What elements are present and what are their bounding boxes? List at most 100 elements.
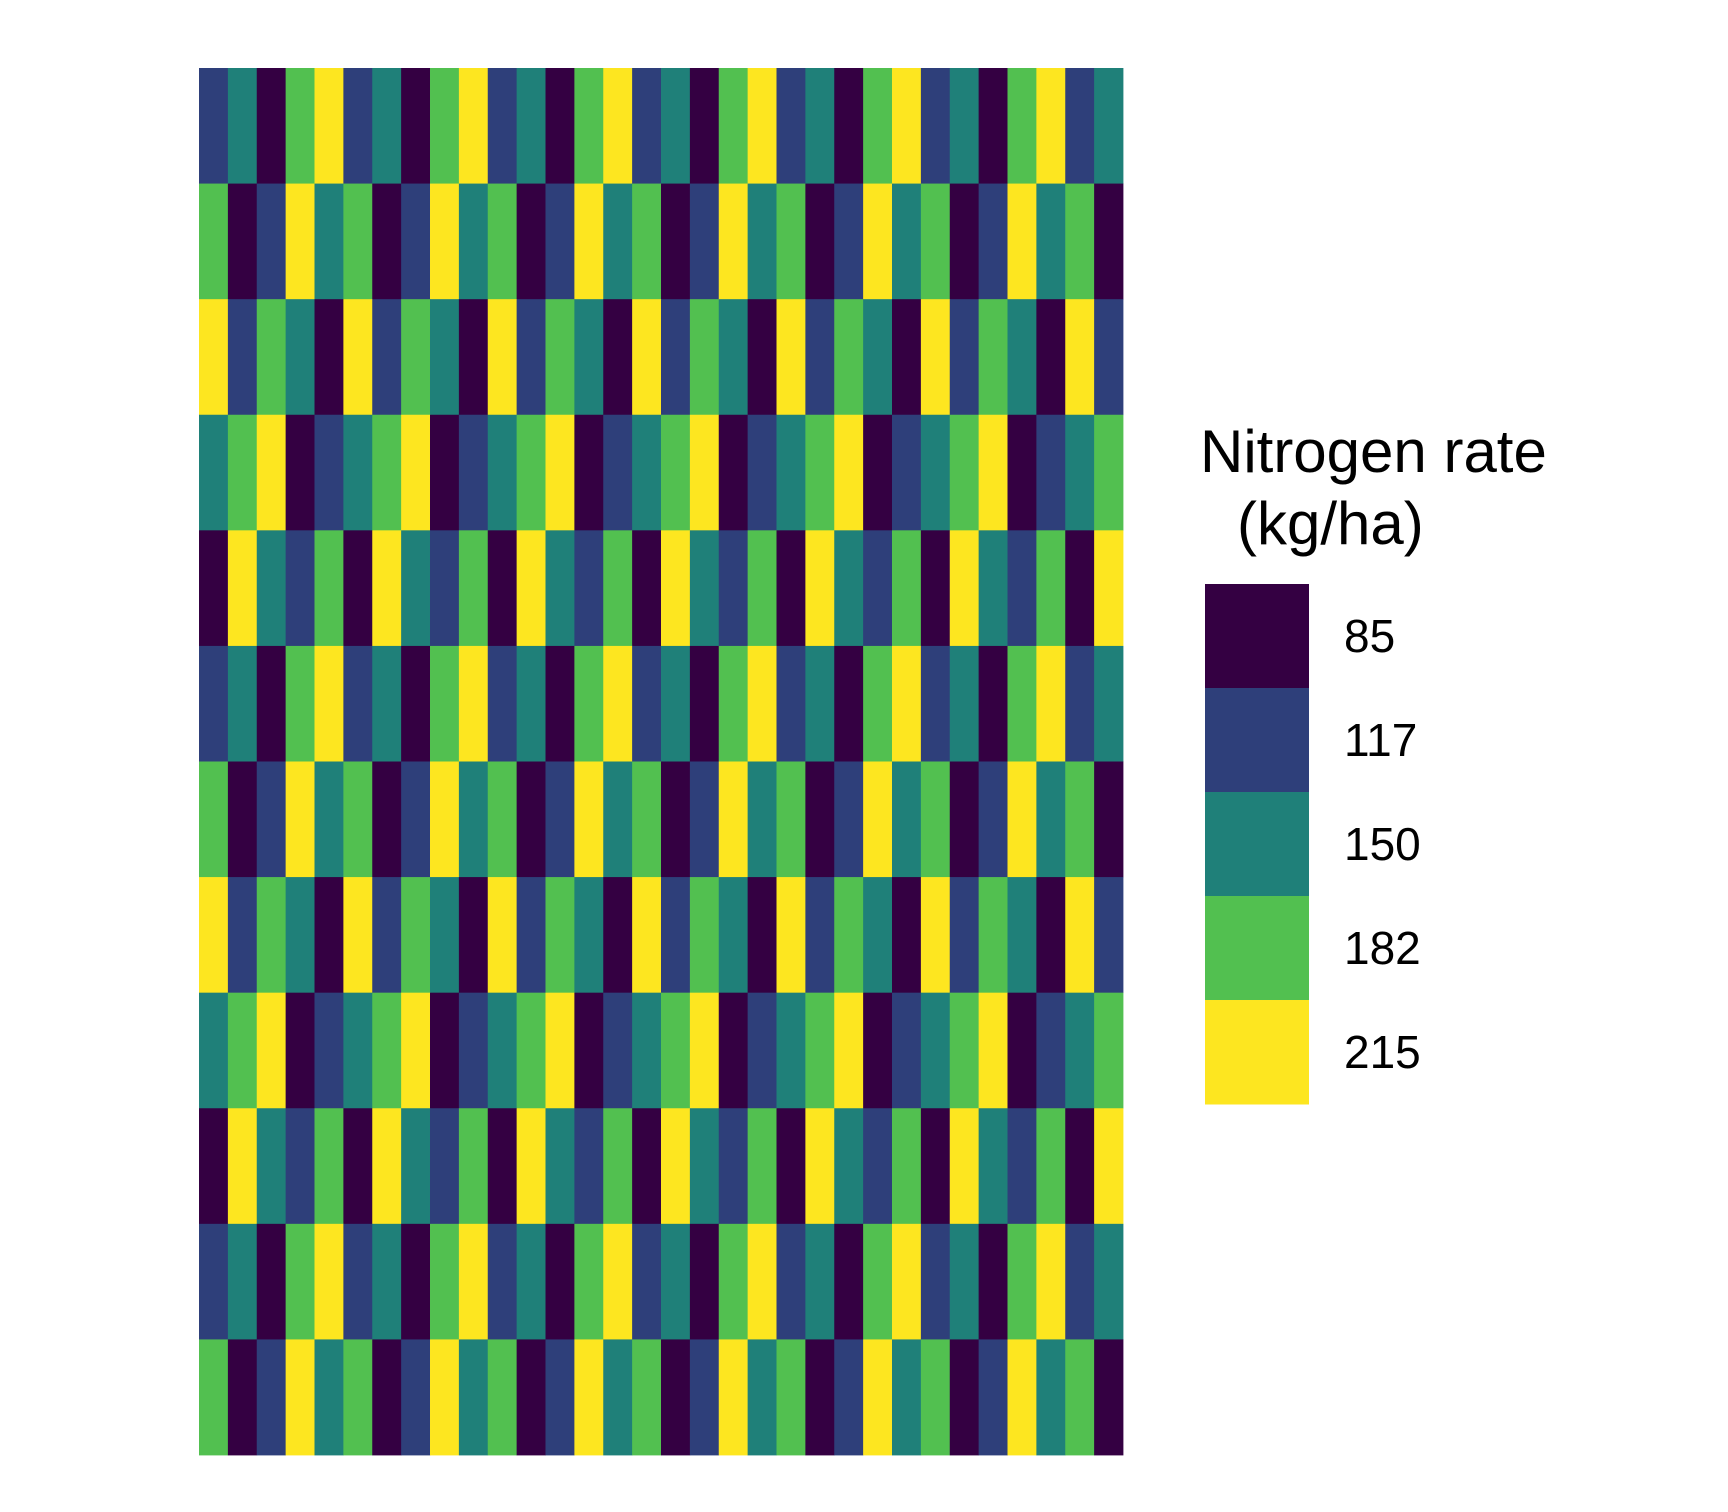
plot-cell bbox=[863, 762, 892, 878]
plot-cell bbox=[979, 415, 1008, 531]
plot-cell bbox=[343, 299, 372, 415]
plot-cell bbox=[459, 1108, 488, 1224]
plot-cell bbox=[574, 1339, 603, 1455]
plot-cell bbox=[286, 646, 315, 762]
plot-cell bbox=[979, 1339, 1008, 1455]
plot-cell bbox=[343, 1224, 372, 1340]
plot-cell bbox=[892, 993, 921, 1109]
plot-cell bbox=[315, 530, 344, 646]
plot-cell bbox=[1036, 299, 1065, 415]
plot-cell bbox=[1036, 415, 1065, 531]
plot-cell bbox=[488, 762, 517, 878]
plot-cell bbox=[921, 993, 950, 1109]
plot-cell bbox=[748, 646, 777, 762]
plot-cell bbox=[863, 1108, 892, 1224]
plot-cell bbox=[1065, 762, 1094, 878]
plot-cell bbox=[719, 184, 748, 300]
plot-cell bbox=[228, 762, 257, 878]
plot-cell bbox=[343, 1108, 372, 1224]
plot-cell bbox=[603, 1108, 632, 1224]
plot-cell bbox=[459, 993, 488, 1109]
plot-cell bbox=[805, 993, 834, 1109]
plot-cell bbox=[372, 1224, 401, 1340]
plot-cell bbox=[199, 68, 228, 184]
plot-cell bbox=[430, 530, 459, 646]
plot-cell bbox=[343, 1339, 372, 1455]
plot-cell bbox=[950, 993, 979, 1109]
plot-cell bbox=[892, 184, 921, 300]
plot-cell bbox=[199, 1108, 228, 1224]
plot-cell bbox=[228, 530, 257, 646]
plot-cell bbox=[805, 762, 834, 878]
plot-cell bbox=[372, 877, 401, 993]
plot-cell bbox=[1008, 415, 1037, 531]
plot-cell bbox=[805, 1339, 834, 1455]
legend-label-85: 85 bbox=[1344, 610, 1395, 662]
plot-cell bbox=[517, 299, 546, 415]
plot-cell bbox=[1036, 68, 1065, 184]
plot-cell bbox=[603, 415, 632, 531]
plot-cell bbox=[632, 762, 661, 878]
plot-cell bbox=[315, 993, 344, 1109]
plot-cell bbox=[488, 1224, 517, 1340]
plot-cell bbox=[603, 1224, 632, 1340]
plot-cell bbox=[661, 530, 690, 646]
plot-cell bbox=[1065, 68, 1094, 184]
plot-cell bbox=[863, 877, 892, 993]
plot-cell bbox=[950, 530, 979, 646]
plot-cell bbox=[228, 646, 257, 762]
plot-cell bbox=[748, 1339, 777, 1455]
plot-cell bbox=[632, 184, 661, 300]
plot-cell bbox=[921, 184, 950, 300]
plot-cell bbox=[459, 530, 488, 646]
plot-cell bbox=[401, 993, 430, 1109]
plot-cell bbox=[777, 762, 806, 878]
plot-cell bbox=[1008, 68, 1037, 184]
plot-cell bbox=[1008, 299, 1037, 415]
plot-cell bbox=[892, 877, 921, 993]
plot-cell bbox=[719, 299, 748, 415]
plot-cell bbox=[401, 299, 430, 415]
plot-cell bbox=[401, 184, 430, 300]
plot-cell bbox=[430, 1108, 459, 1224]
plot-cell bbox=[690, 68, 719, 184]
plot-cell bbox=[372, 646, 401, 762]
plot-cell bbox=[459, 184, 488, 300]
plot-cell bbox=[315, 762, 344, 878]
plot-cell bbox=[574, 877, 603, 993]
plot-cell bbox=[517, 646, 546, 762]
plot-cell bbox=[488, 993, 517, 1109]
plot-cell bbox=[199, 415, 228, 531]
plot-cell bbox=[921, 530, 950, 646]
legend-title-line-1: Nitrogen rate bbox=[1200, 418, 1547, 485]
plot-cell bbox=[632, 1339, 661, 1455]
plot-cell bbox=[199, 530, 228, 646]
plot-cell bbox=[546, 530, 575, 646]
plot-cell bbox=[690, 1224, 719, 1340]
plot-cell bbox=[1036, 1224, 1065, 1340]
plot-cell bbox=[257, 646, 286, 762]
plot-cell bbox=[315, 184, 344, 300]
plot-cell bbox=[257, 877, 286, 993]
legend: Nitrogen rate (kg/ha) 85 117 150 182 215 bbox=[1200, 418, 1547, 1105]
plot-cell bbox=[1094, 1339, 1123, 1455]
plot-cell bbox=[892, 1108, 921, 1224]
plot-cell bbox=[748, 530, 777, 646]
plot-cell bbox=[286, 1108, 315, 1224]
plot-cell bbox=[661, 68, 690, 184]
plot-cell bbox=[1036, 530, 1065, 646]
plot-cell bbox=[661, 646, 690, 762]
plot-cell bbox=[546, 1108, 575, 1224]
plot-cell bbox=[517, 762, 546, 878]
plot-cell bbox=[863, 993, 892, 1109]
plot-cell bbox=[257, 184, 286, 300]
plot-cell bbox=[1008, 1339, 1037, 1455]
plot-cell bbox=[517, 184, 546, 300]
plot-cell bbox=[1065, 530, 1094, 646]
plot-cell bbox=[632, 646, 661, 762]
plot-cell bbox=[632, 877, 661, 993]
plot-cell bbox=[517, 68, 546, 184]
plot-cell bbox=[257, 68, 286, 184]
plot-cell bbox=[950, 877, 979, 993]
plot-cell bbox=[661, 1339, 690, 1455]
